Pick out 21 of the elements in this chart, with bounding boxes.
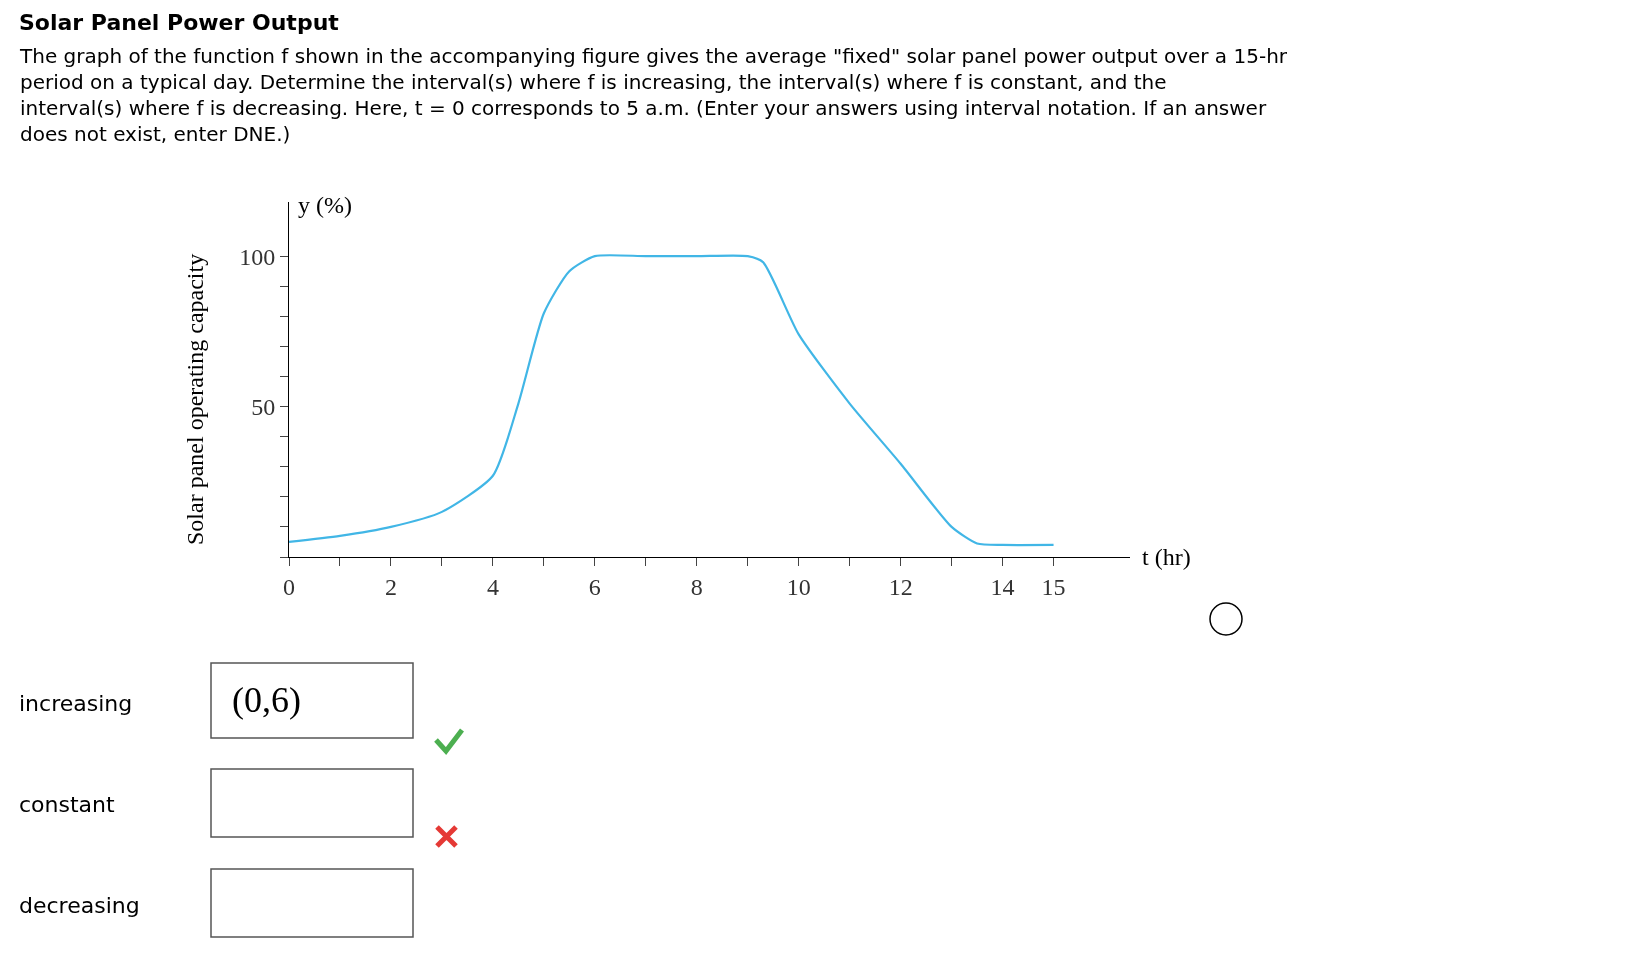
chart-subtitle: The graph of the function f shown in the accompanying figure gives the average "fixed" solar panel power output over a 15-hr period on a typical day. Determine the interval(s) where f is increasing, the interval(s) where f is constant, and the interval(s) where f is decreasing. Here, t = 0 corresponds to 5 a.m. (Enter your answers using interval notation. If an answer does not exist, enter DNE.) [19, 44, 1288, 146]
chart-title: Solar Panel Power Output [19, 10, 340, 35]
text: (0,6) [232, 680, 301, 720]
y-tick-label: 100 [239, 243, 276, 270]
x-tick-label: 4 [486, 573, 499, 600]
text: increasing [19, 691, 133, 716]
text: constant [19, 792, 116, 817]
x-axis-title: t (hr) [1142, 544, 1191, 570]
text: Solar panel operating capacity [182, 253, 208, 545]
x-tick-label: 14 [990, 573, 1015, 600]
x-tick-label: 6 [588, 573, 601, 600]
y-tick-label: 50 [251, 393, 276, 420]
x-tick-label: 12 [888, 573, 913, 600]
x-tick-label: 2 [384, 573, 397, 600]
x-tick-label: 15 [1041, 573, 1066, 600]
x-tick-label: 8 [690, 573, 703, 600]
text: decreasing [19, 893, 140, 918]
x-tick-label: 0 [283, 573, 295, 600]
x-tick-label: 10 [786, 573, 811, 600]
y-axis-title: y (%) [298, 192, 352, 218]
line-series [289, 254, 1055, 547]
